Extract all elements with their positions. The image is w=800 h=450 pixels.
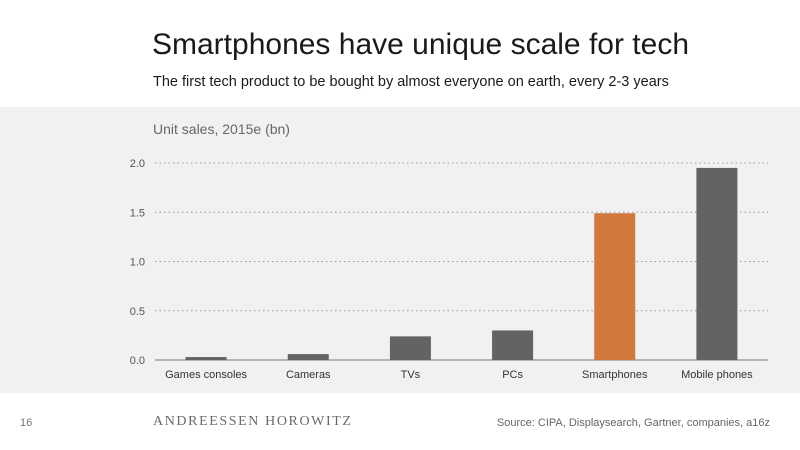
x-tick-label: TVs <box>401 369 421 381</box>
slide-title: Smartphones have unique scale for tech <box>152 28 689 61</box>
y-tick-label: 1.0 <box>130 257 145 269</box>
bar <box>389 336 431 360</box>
brand-logo: ANDREESSEN HOROWITZ <box>153 414 353 429</box>
x-tick-label: PCs <box>502 369 523 381</box>
y-tick-label: 2.0 <box>130 158 145 170</box>
x-tick-label: Games consoles <box>165 369 247 381</box>
y-tick-label: 0.5 <box>130 306 145 318</box>
page-number: 16 <box>20 417 33 429</box>
slide-subtitle: The first tech product to be bought by a… <box>153 74 669 90</box>
bar <box>594 213 636 360</box>
y-tick-label: 1.5 <box>130 207 145 219</box>
bar <box>287 354 329 360</box>
bar <box>185 357 227 360</box>
x-tick-label: Cameras <box>286 369 331 381</box>
chart-title: Unit sales, 2015e (bn) <box>153 121 290 137</box>
x-tick-label: Smartphones <box>582 369 648 381</box>
x-tick-label: Mobile phones <box>681 369 753 381</box>
bar <box>492 330 534 360</box>
y-tick-label: 0.0 <box>130 355 145 367</box>
bar <box>696 167 738 360</box>
source-note: Source: CIPA, Displaysearch, Gartner, co… <box>496 417 770 429</box>
